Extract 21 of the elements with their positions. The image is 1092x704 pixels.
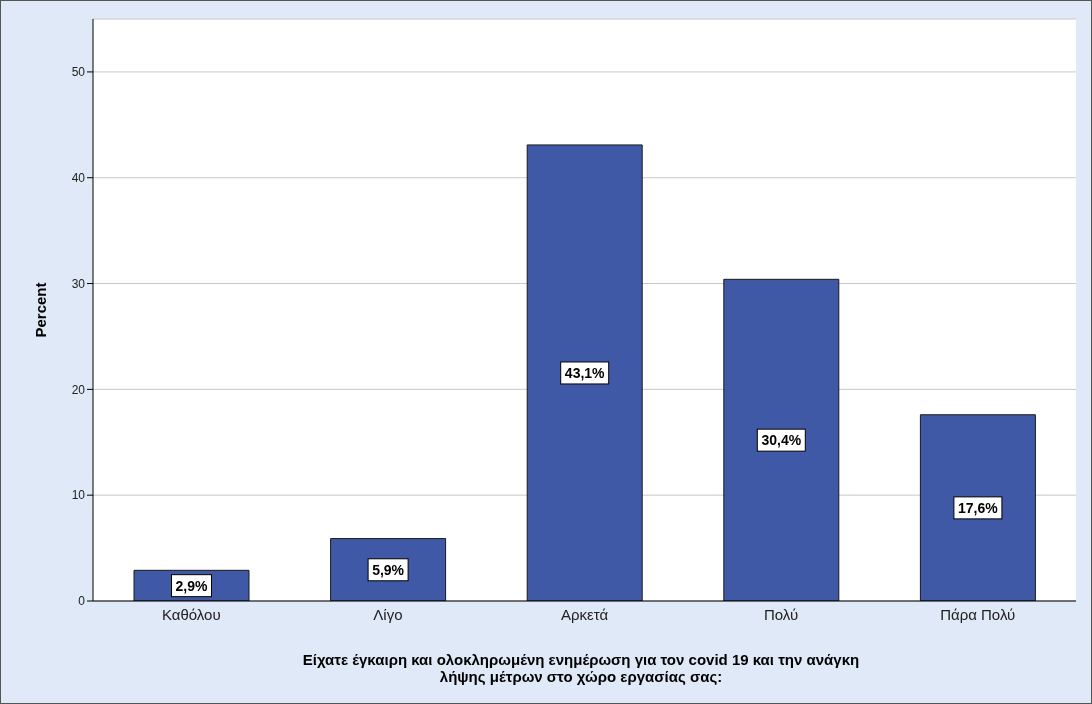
- data-label: 17,6%: [958, 499, 999, 516]
- bar: [723, 278, 840, 601]
- y-tick-label: 10: [71, 488, 86, 503]
- y-tick-label: 50: [71, 65, 86, 80]
- x-tick-label: Λίγο: [373, 605, 403, 623]
- x-tick-label: Καθόλου: [161, 605, 221, 623]
- data-label: 5,9%: [372, 561, 405, 578]
- y-axis-title: Percent: [32, 282, 50, 338]
- data-label: 30,4%: [761, 432, 802, 449]
- y-tick-label: 0: [78, 594, 86, 609]
- x-tick-label: Πάρα Πολύ: [940, 605, 1016, 623]
- x-tick-label: Πολύ: [763, 605, 799, 623]
- bar: [919, 414, 1036, 601]
- bar: [526, 144, 643, 601]
- y-tick-label: 20: [71, 382, 86, 397]
- x-axis-title: Είχατε έγκαιρη και ολοκληρωμένη ενημέρωση για τον covid 19 και την ανάγκη λήψης μέτρων στο χώρο εργασίας σας:: [301, 651, 861, 685]
- y-tick-label: 30: [71, 276, 86, 291]
- data-label: 43,1%: [564, 364, 606, 381]
- y-tick-label: 40: [71, 170, 86, 185]
- data-label: 2,9%: [175, 577, 208, 594]
- x-tick-label: Αρκετά: [560, 605, 609, 623]
